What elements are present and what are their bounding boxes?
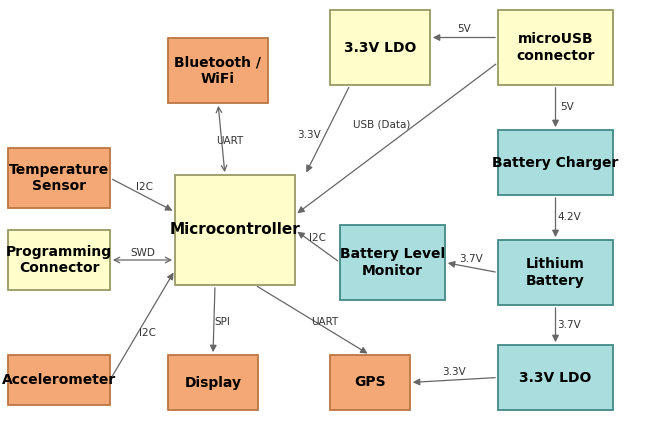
Bar — [8, 148, 110, 208]
Text: I2C: I2C — [136, 182, 153, 192]
Text: SWD: SWD — [130, 248, 155, 258]
Bar — [498, 10, 613, 85]
Text: 3.3V: 3.3V — [442, 367, 466, 377]
Text: microUSB
connector: microUSB connector — [516, 32, 595, 63]
Text: 3.3V LDO: 3.3V LDO — [344, 40, 416, 54]
Text: Battery Charger: Battery Charger — [492, 155, 619, 170]
Bar — [498, 130, 613, 195]
Text: Battery Level
Monitor: Battery Level Monitor — [340, 247, 445, 278]
Bar — [498, 240, 613, 305]
Text: Microcontroller: Microcontroller — [170, 222, 300, 238]
Text: USB (Data): USB (Data) — [353, 120, 410, 130]
Text: Bluetooth /
WiFi: Bluetooth / WiFi — [174, 55, 261, 85]
Bar — [168, 38, 268, 103]
Text: 5V: 5V — [560, 102, 575, 113]
Text: Lithium
Battery: Lithium Battery — [526, 257, 585, 287]
Text: Temperature
Sensor: Temperature Sensor — [9, 163, 109, 193]
Text: 3.7V: 3.7V — [558, 320, 581, 330]
Text: 4.2V: 4.2V — [558, 213, 581, 222]
Text: UART: UART — [311, 317, 338, 327]
Bar — [8, 355, 110, 405]
Bar — [8, 230, 110, 290]
Text: I2C: I2C — [139, 328, 156, 338]
Bar — [175, 175, 295, 285]
Text: Display: Display — [185, 376, 242, 389]
Text: Programming
Connector: Programming Connector — [6, 245, 112, 275]
Text: 3.7V: 3.7V — [460, 255, 484, 264]
Bar — [330, 10, 430, 85]
Text: 3.3V LDO: 3.3V LDO — [519, 371, 592, 384]
Text: GPS: GPS — [354, 376, 386, 389]
Text: UART: UART — [216, 136, 243, 146]
Text: SPI: SPI — [214, 317, 230, 327]
Text: I2C: I2C — [309, 233, 326, 243]
Text: 3.3V: 3.3V — [298, 130, 321, 140]
Bar — [498, 345, 613, 410]
Bar — [330, 355, 410, 410]
Text: 5V: 5V — [457, 24, 471, 35]
Bar — [340, 225, 445, 300]
Bar — [168, 355, 258, 410]
Text: Accelerometer: Accelerometer — [2, 373, 116, 387]
